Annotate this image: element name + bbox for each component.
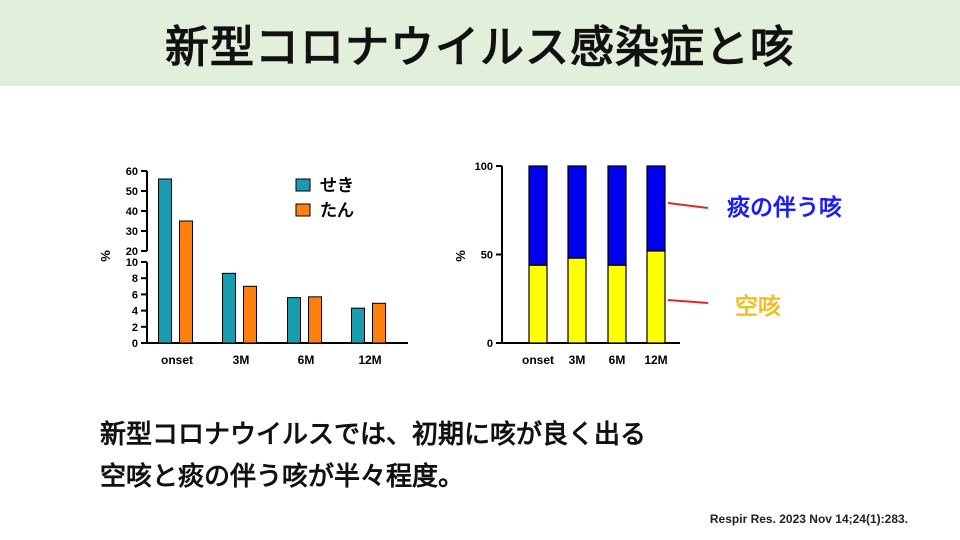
citation: Respir Res. 2023 Nov 14;24(1):283. (709, 512, 908, 526)
bar-tan (179, 220, 193, 344)
y-tick-label: 8 (132, 273, 138, 285)
y-tick-label: 10 (126, 257, 138, 269)
legend-label: たん (320, 201, 354, 221)
y-tick-label: 4 (132, 306, 139, 318)
caption-line-2: 空咳と痰の伴う咳が半々程度。 (100, 462, 465, 492)
y-axis-label: % (98, 250, 113, 262)
legend-swatch (295, 178, 311, 192)
y-tick-label: 30 (126, 226, 138, 238)
y-tick-label: 40 (126, 206, 138, 218)
y-tick-label: 0 (132, 338, 138, 350)
bar-tan (243, 285, 257, 344)
x-tick-label: onset (161, 353, 193, 367)
bar-tan (308, 296, 322, 344)
x-tick-label: 3M (233, 353, 250, 367)
legend-label: せき (320, 176, 354, 196)
x-tick-label: 12M (358, 353, 381, 367)
y-tick-label: 50 (126, 186, 138, 198)
x-tick-label: 6M (298, 353, 315, 367)
caption: 新型コロナウイルスでは、初期に咳が良く出る 空咳と痰の伴う咳が半々程度。 (100, 414, 900, 498)
legend-swatch (295, 203, 311, 217)
bar-seki (222, 272, 236, 344)
bar-tan (372, 302, 386, 344)
bar-seki (351, 307, 365, 344)
title-bar (0, 0, 960, 86)
page-title: 新型コロナウイルス感染症と咳 (165, 22, 795, 73)
bar-seki (158, 178, 172, 344)
y-tick-label: 20 (126, 246, 138, 258)
y-tick-label: 60 (126, 166, 138, 178)
bar-seki (287, 297, 301, 344)
y-tick-label: 2 (132, 322, 138, 334)
y-tick-label: 6 (132, 289, 138, 301)
caption-line-1: 新型コロナウイルスでは、初期に咳が良く出る (100, 420, 647, 450)
